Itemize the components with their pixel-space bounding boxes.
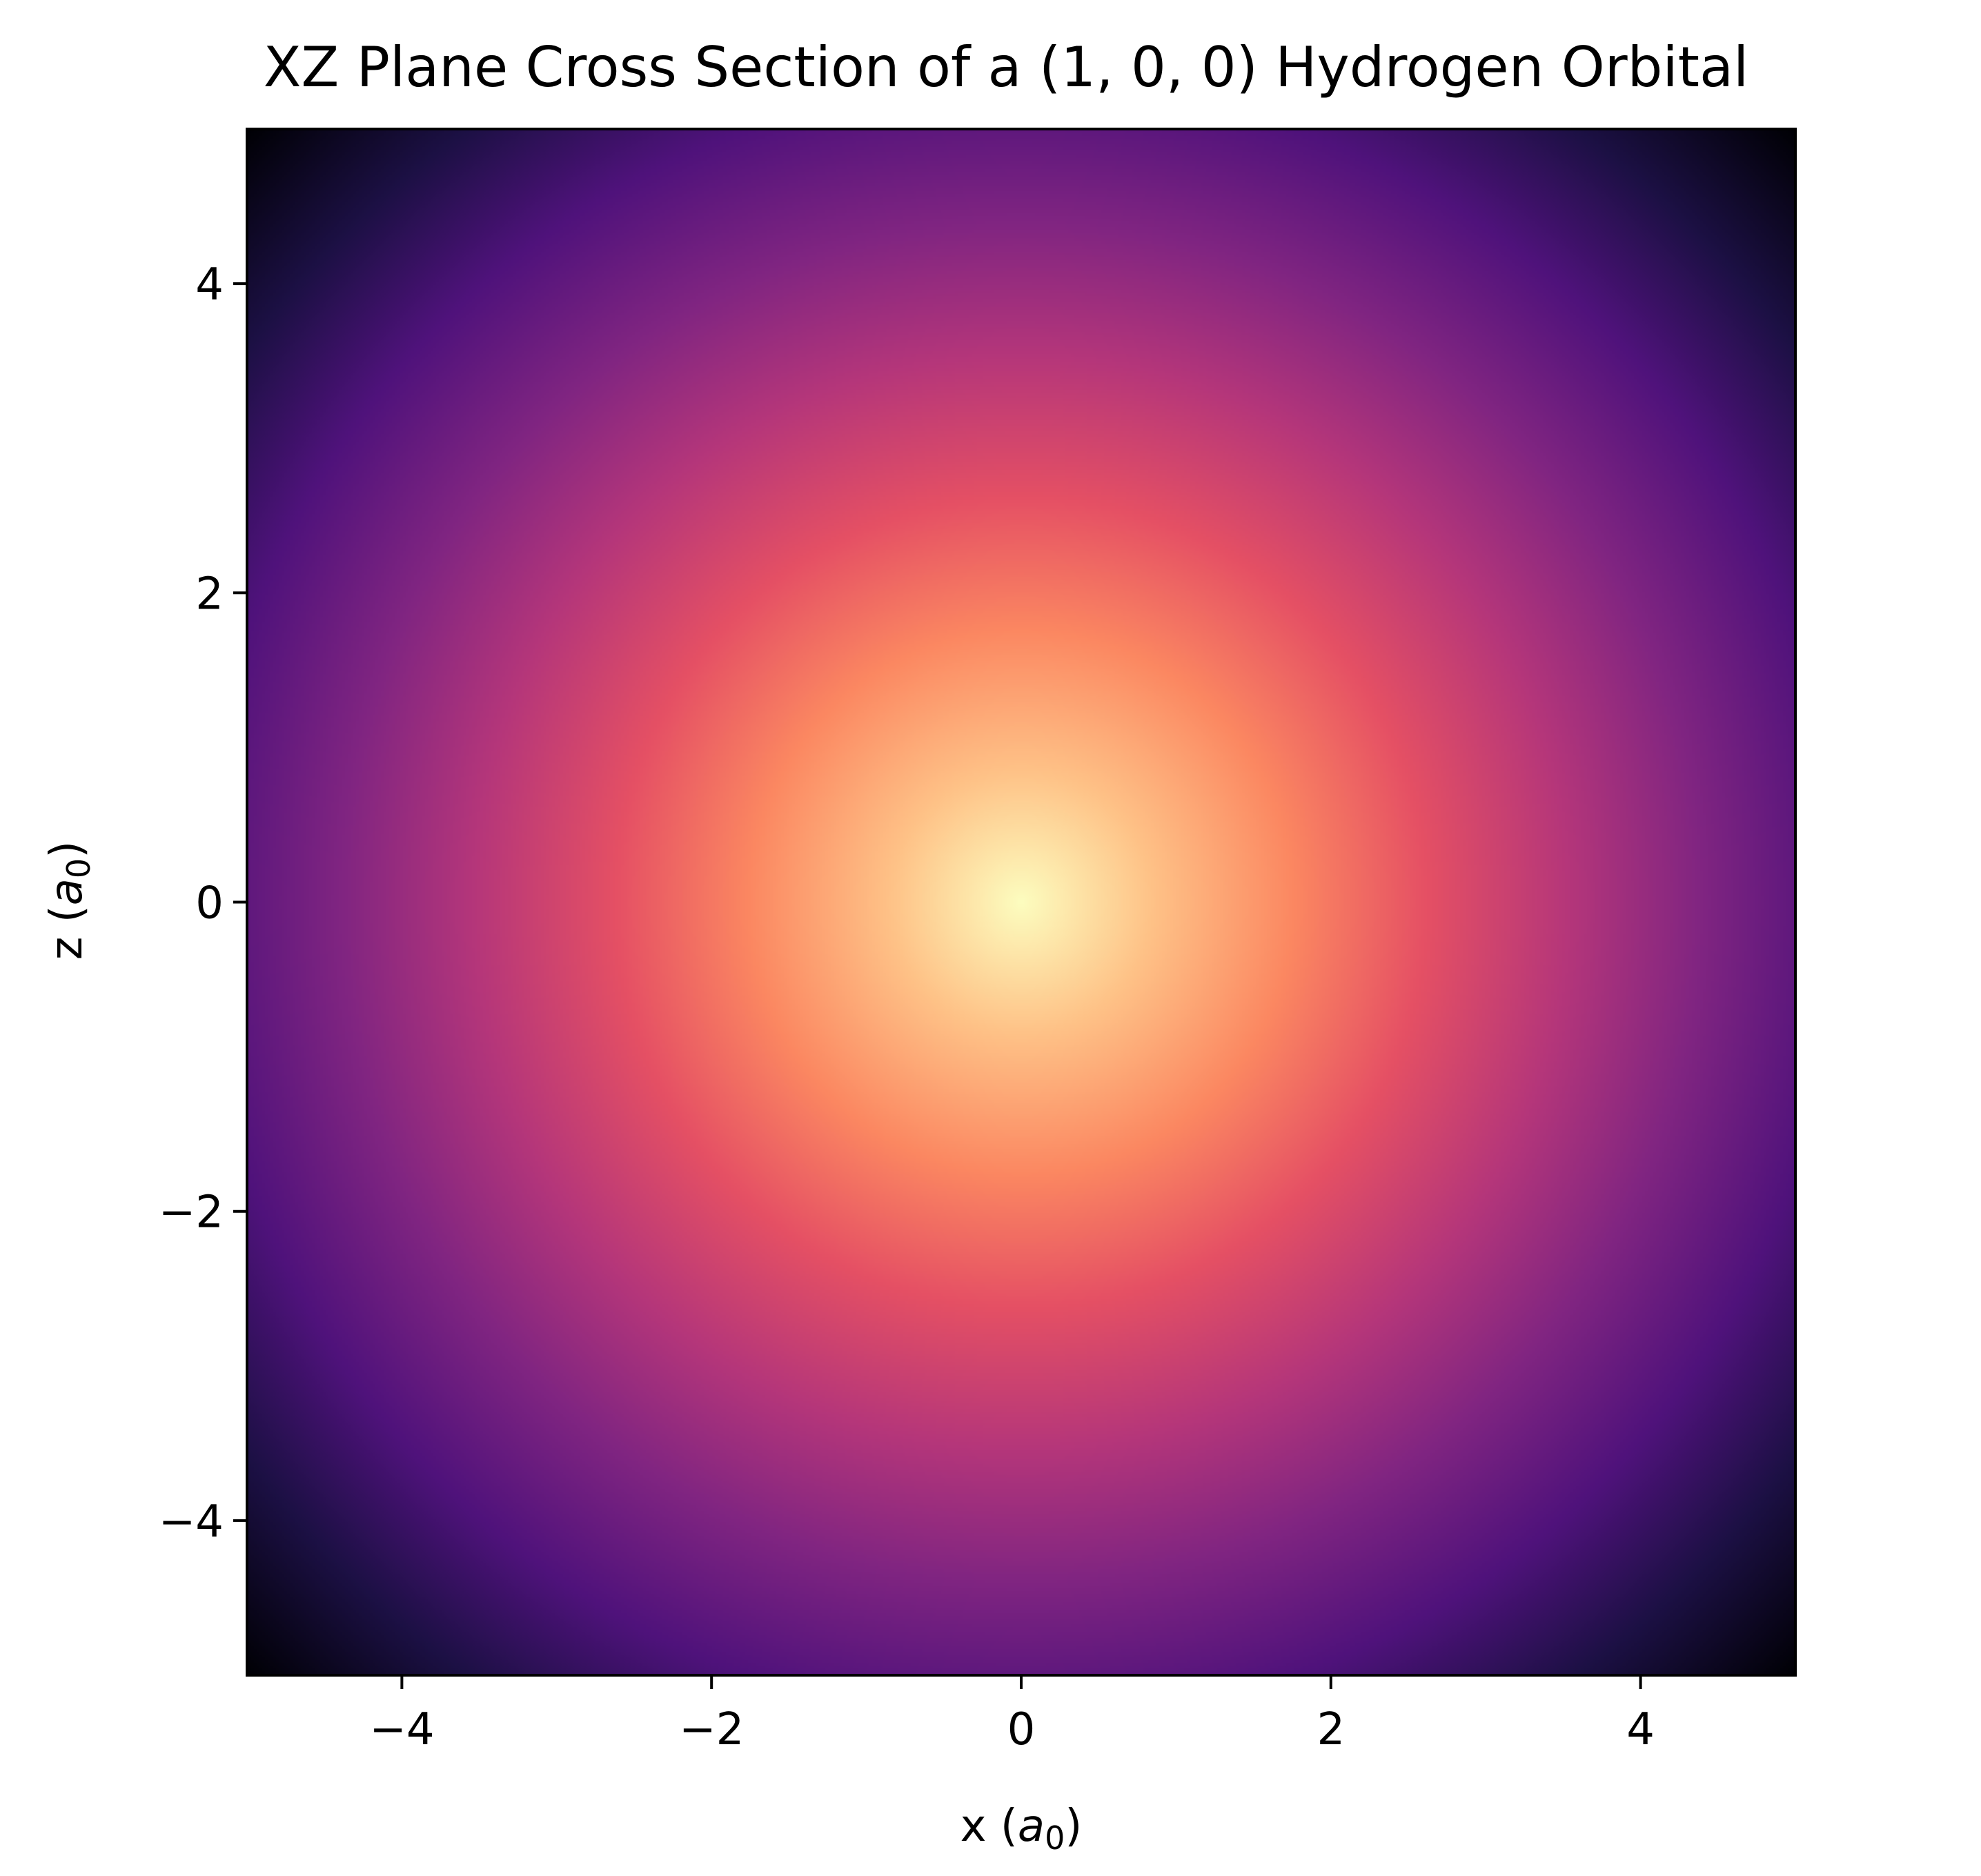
- x-axis-label: x (a0): [960, 1801, 1083, 1857]
- y-axis-ticks: −4 −2 0 2 4: [159, 259, 247, 1548]
- y-tick-label: 0: [195, 878, 224, 929]
- heatmap-image-frame: [247, 129, 1795, 1675]
- y-tick-label: 2: [195, 569, 224, 620]
- x-tick-label: 2: [1317, 1704, 1345, 1755]
- y-tick-label: −2: [159, 1187, 224, 1238]
- x-tick-label: 4: [1626, 1704, 1655, 1755]
- x-axis-ticks: −4 −2 0 2 4: [369, 1675, 1655, 1755]
- y-axis-label: z (a0): [41, 841, 97, 960]
- y-tick-label: 4: [195, 259, 224, 310]
- y-tick-label: −4: [159, 1497, 224, 1548]
- x-tick-label: −4: [369, 1704, 434, 1755]
- heatmap-image: [247, 129, 1795, 1675]
- chart-title: XZ Plane Cross Section of a (1, 0, 0) Hy…: [264, 35, 1749, 99]
- plot-area: [246, 128, 1797, 1677]
- x-tick-label: −2: [679, 1704, 744, 1755]
- x-tick-label: 0: [1007, 1704, 1036, 1755]
